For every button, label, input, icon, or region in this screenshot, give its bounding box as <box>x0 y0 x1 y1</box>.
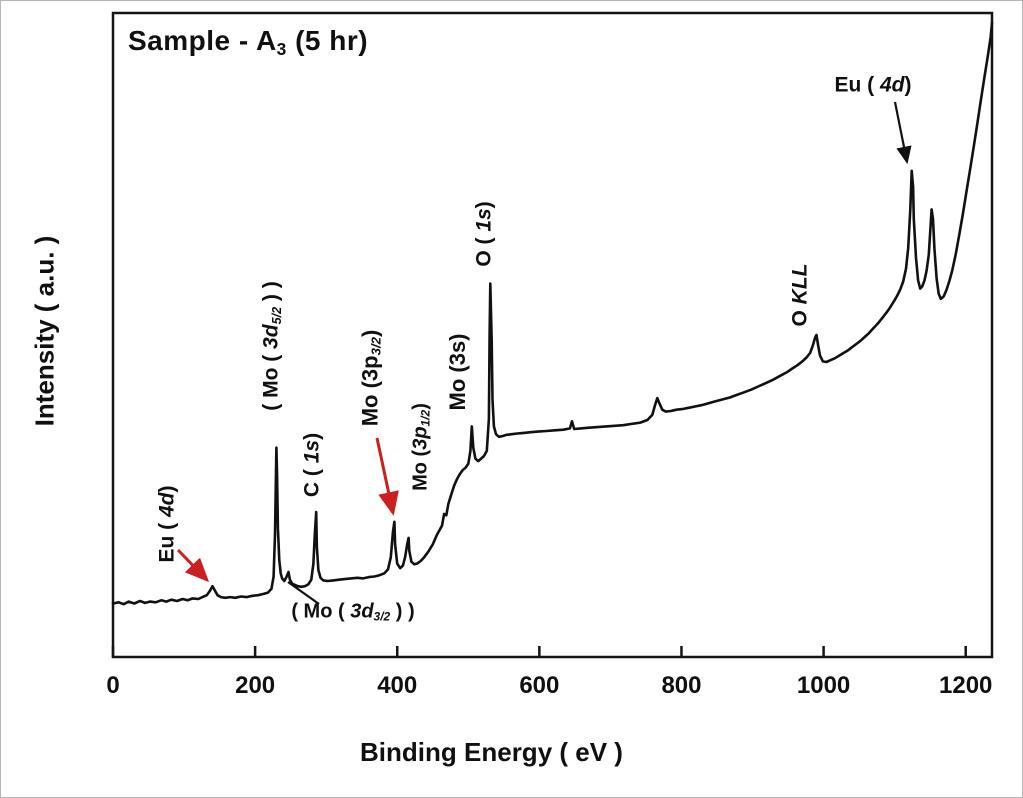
x-axis-ticks: 0 200 400 600 800 1000 1200 <box>106 646 992 699</box>
spectrum-line <box>111 21 994 606</box>
title-subscript: 3 <box>276 39 287 60</box>
peak-label-eu4d-right: Eu ( 4d) <box>834 73 912 97</box>
x-axis-tick-label: 800 <box>661 672 701 699</box>
x-axis-tick-label: 200 <box>235 672 275 699</box>
plot-frame <box>111 11 994 659</box>
x-axis-tick-label: 1000 <box>797 672 850 699</box>
peak-label-eu4d-left: Eu ( 4d) <box>155 485 179 563</box>
x-axis-label: Binding Energy ( eV ) <box>360 737 623 767</box>
x-axis-tick-label: 600 <box>519 672 559 699</box>
peak-label-mo-3d32: ( Mo ( 3d3/2 ) ) <box>291 600 415 624</box>
y-axis-label: Intensity ( a.u. ) <box>29 235 60 427</box>
peak-label-mo-3p12: Mo (3p1/2) <box>409 403 433 491</box>
peak-label-mo-3s: Mo (3s) <box>445 333 470 411</box>
arrow-mo-3p32 <box>375 437 399 516</box>
peak-label-o-1s: O ( 1s) <box>472 201 496 267</box>
x-axis-tick-label: 0 <box>106 672 119 699</box>
x-axis-tick-label: 400 <box>377 672 417 699</box>
pointer-mo-3d32 <box>287 581 320 605</box>
peak-label-mo-3d52: ( Mo ( 3d5/2 ) ) <box>259 281 284 411</box>
peak-label-o-kll: O KLL <box>788 263 812 327</box>
annotation-arrows <box>176 101 912 605</box>
arrow-eu4d-right <box>893 101 912 165</box>
peak-label-mo-3p32: Mo (3p3/2) <box>357 329 384 427</box>
x-axis-tick-label: 1200 <box>939 672 992 699</box>
chart-title: Sample - A3 (5 hr) <box>128 25 369 60</box>
arrow-eu4d-left <box>176 548 210 583</box>
peak-label-c-1s: C ( 1s) <box>300 432 324 498</box>
